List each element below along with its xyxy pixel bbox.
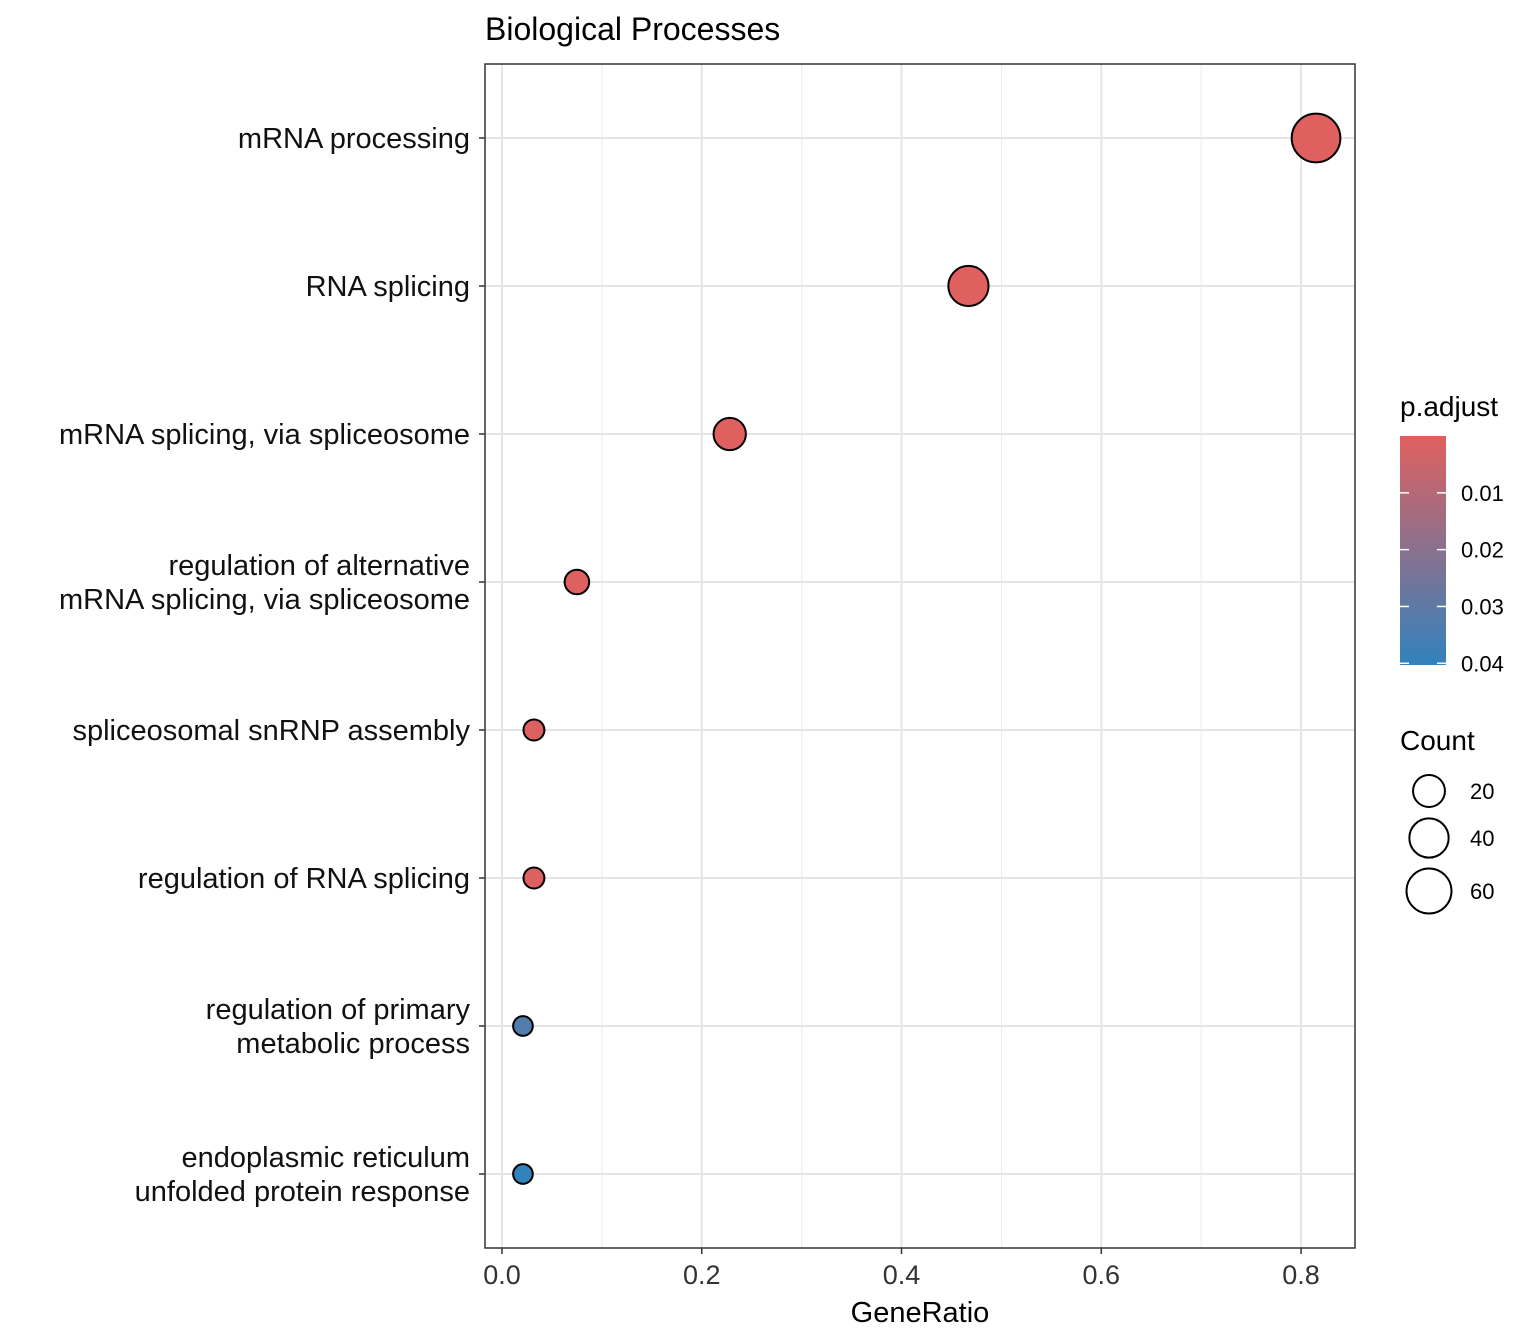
panel-border: [484, 63, 1356, 1249]
x-tick-label: 0.2: [683, 1260, 721, 1290]
y-tick-label-line: spliceosomal snRNP assembly: [72, 715, 470, 747]
y-tick-label: mRNA splicing, via spliceosome: [59, 419, 470, 451]
data-point: [512, 1015, 534, 1037]
data-point: [522, 718, 546, 742]
size-legend-circle: [1408, 817, 1450, 859]
plot-panel: [485, 64, 1355, 1248]
data-point: [522, 866, 546, 890]
x-tick-label: 0.8: [1282, 1260, 1320, 1290]
y-tick-label: regulation of alternative mRNA splicing, …: [59, 550, 470, 616]
y-tick-label-line: unfolded protein response: [135, 1176, 470, 1208]
data-point: [712, 416, 747, 452]
size-legend-label: 60: [1470, 879, 1494, 904]
y-tick-label-line: metabolic process: [236, 1028, 470, 1060]
y-tick-label-line: mRNA splicing, via spliceosome: [59, 419, 470, 451]
x-tick-label: 0.0: [483, 1260, 521, 1290]
y-tick-label: regulation of RNA splicing: [138, 863, 470, 895]
y-tick-label-line: regulation of RNA splicing: [138, 863, 470, 895]
y-tick-label: spliceosomal snRNP assembly: [72, 715, 470, 747]
colorbar-tick-label: 0.04: [1461, 651, 1504, 676]
colorbar-tick-label: 0.02: [1461, 538, 1504, 563]
size-legend-label: 20: [1470, 779, 1494, 804]
color-legend-title: p.adjust: [1400, 391, 1498, 422]
y-tick-label-line: RNA splicing: [306, 271, 470, 303]
y-tick-label: endoplasmic reticulum unfolded protein re…: [135, 1142, 470, 1208]
size-legend-circle: [1412, 774, 1446, 808]
data-point: [512, 1163, 534, 1185]
colorbar-tick-label: 0.01: [1461, 481, 1504, 506]
y-tick-label: mRNA processing: [238, 123, 470, 155]
y-tick-label: regulation of primary metabolic process: [206, 994, 471, 1060]
size-legend-label: 40: [1470, 826, 1494, 851]
data-point: [947, 264, 990, 308]
x-axis-title: GeneRatio: [851, 1297, 990, 1329]
y-tick-label-line: regulation of primary: [206, 994, 471, 1026]
chart-title: Biological Processes: [485, 11, 780, 47]
data-point: [1290, 112, 1342, 164]
y-tick-label-line: endoplasmic reticulum: [181, 1142, 470, 1174]
y-tick-label-line: regulation of alternative: [169, 550, 470, 582]
size-legend-title: Count: [1400, 725, 1475, 756]
x-tick-label: 0.6: [1083, 1260, 1121, 1290]
colorbar-tick-label: 0.03: [1461, 594, 1504, 619]
y-tick-label-line: mRNA splicing, via spliceosome: [59, 584, 470, 616]
x-tick-label: 0.4: [883, 1260, 921, 1290]
data-point: [563, 568, 591, 596]
colorbar: [1400, 436, 1446, 665]
y-tick-label: RNA splicing: [306, 271, 470, 303]
y-tick-label-line: mRNA processing: [238, 123, 470, 155]
size-legend-circle: [1405, 867, 1453, 915]
